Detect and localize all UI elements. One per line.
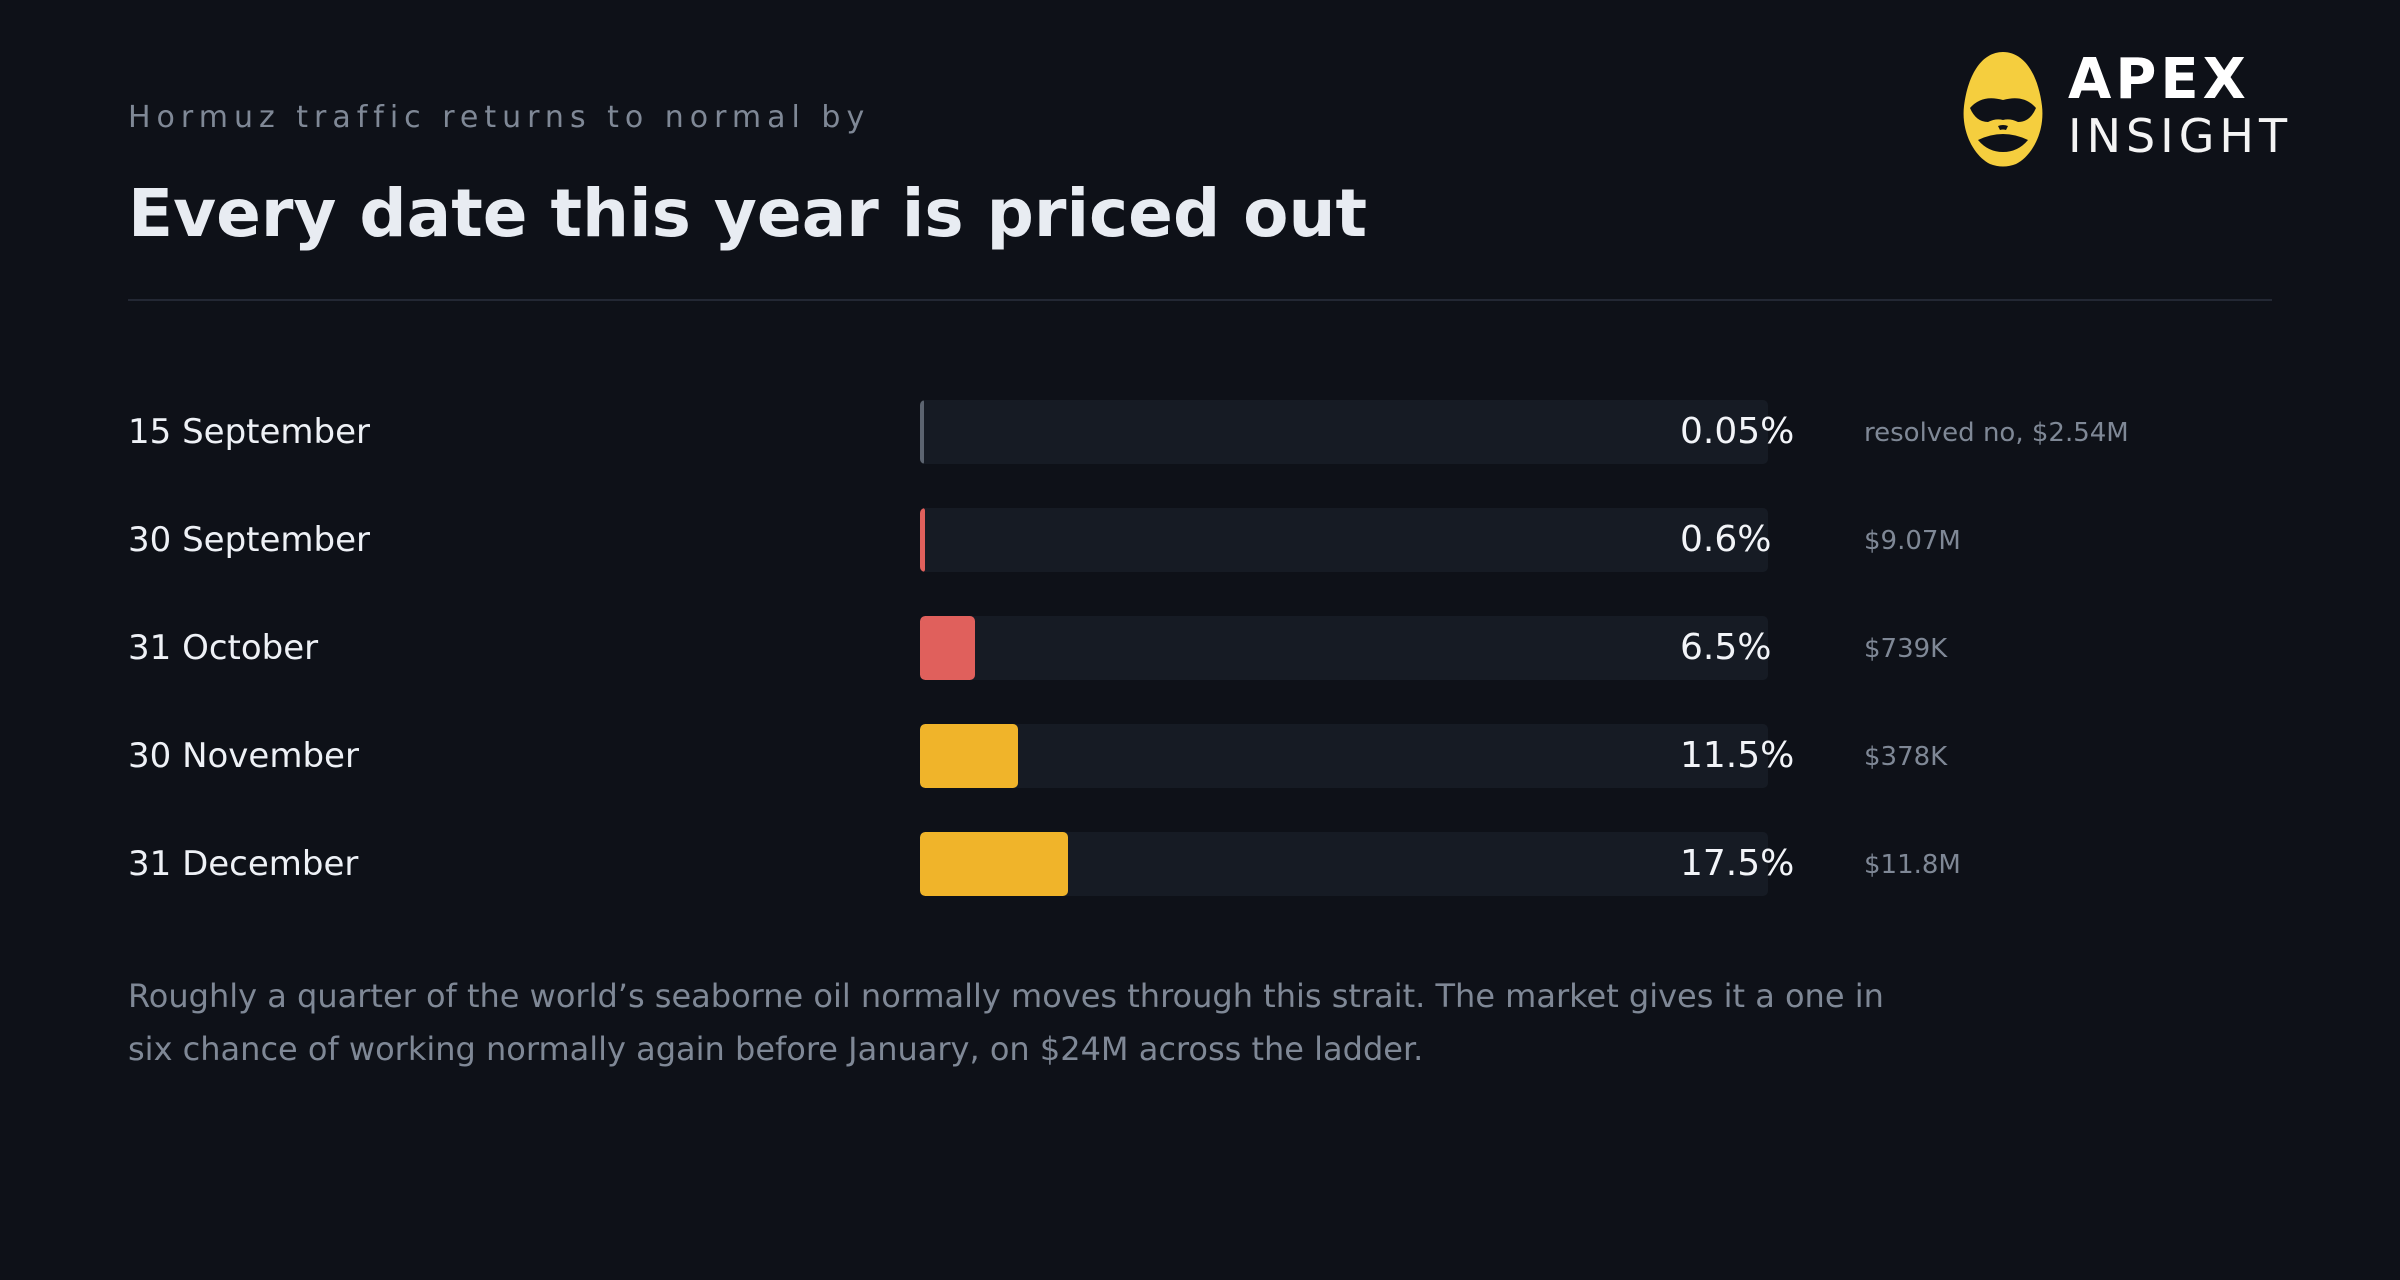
header-divider <box>128 299 2272 301</box>
logo-wordmark-apex: APEX <box>2068 52 2250 104</box>
brand-logo: APEX INSIGHT <box>1960 48 2287 172</box>
chart-title: Every date this year is priced out <box>128 175 1368 252</box>
bar-row: 31 December 17.5% $11.8M <box>128 832 2272 896</box>
bar <box>920 400 924 464</box>
bar-value-label: 6.5% <box>1680 627 1772 668</box>
chart-footnote: Roughly a quarter of the world’s seaborn… <box>128 977 1884 1068</box>
logo-wordmark-insight: INSIGHT <box>2068 109 2293 163</box>
bar-volume-note: $739K <box>1864 634 1948 664</box>
bar-volume-note: resolved no, $2.54M <box>1864 418 2129 448</box>
bar-track <box>920 616 1768 680</box>
helmet-icon <box>1963 52 2043 167</box>
bar-category-label: 31 December <box>128 844 359 884</box>
bar-category-label: 15 September <box>128 412 371 452</box>
bar-track <box>920 832 1768 896</box>
bar-volume-note: $11.8M <box>1864 850 1961 880</box>
bar-row: 15 September 0.05% resolved no, $2.54M <box>128 400 2272 464</box>
bar-track <box>920 400 1768 464</box>
bar-category-label: 30 November <box>128 736 359 776</box>
bar <box>920 832 1068 896</box>
bar-row: 30 September 0.6% $9.07M <box>128 508 2272 572</box>
bar-track <box>920 724 1768 788</box>
bar-value-label: 11.5% <box>1680 735 1795 776</box>
bar-track <box>920 508 1768 572</box>
chart-kicker: Hormuz traffic returns to normal by <box>128 100 871 135</box>
bar-volume-note: $9.07M <box>1864 526 1961 556</box>
bar <box>920 616 975 680</box>
bar <box>920 508 925 572</box>
bar-volume-note: $378K <box>1864 742 1948 772</box>
bar-category-label: 31 October <box>128 628 319 668</box>
bar-value-label: 0.6% <box>1680 519 1772 560</box>
bar-value-label: 0.05% <box>1680 411 1795 452</box>
bar-category-label: 30 September <box>128 520 371 560</box>
bar-value-label: 17.5% <box>1680 843 1795 884</box>
bar-row: 31 October 6.5% $739K <box>128 616 2272 680</box>
svg-text:APEX: APEX <box>2068 52 2250 104</box>
bar-row: 30 November 11.5% $378K <box>128 724 2272 788</box>
bar <box>920 724 1018 788</box>
